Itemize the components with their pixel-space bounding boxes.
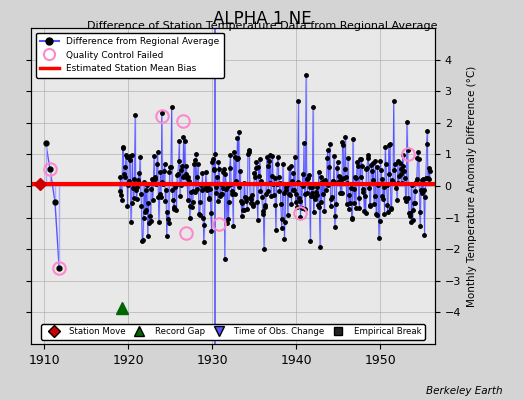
Text: Berkeley Earth: Berkeley Earth: [427, 386, 503, 396]
Text: Difference of Station Temperature Data from Regional Average: Difference of Station Temperature Data f…: [87, 21, 437, 31]
Y-axis label: Monthly Temperature Anomaly Difference (°C): Monthly Temperature Anomaly Difference (…: [467, 65, 477, 307]
Legend: Station Move, Record Gap, Time of Obs. Change, Empirical Break: Station Move, Record Gap, Time of Obs. C…: [41, 324, 425, 340]
Text: ALPHA 1 NE: ALPHA 1 NE: [213, 10, 311, 28]
